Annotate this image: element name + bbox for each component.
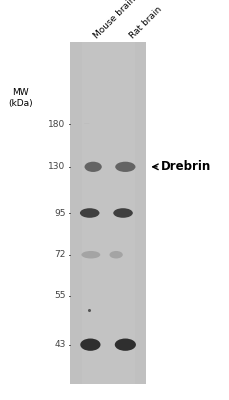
Ellipse shape <box>80 208 99 218</box>
FancyBboxPatch shape <box>81 42 134 384</box>
Text: Mouse brain: Mouse brain <box>92 0 137 40</box>
Ellipse shape <box>80 338 100 351</box>
Text: 130: 130 <box>48 162 65 171</box>
Text: 95: 95 <box>54 208 65 218</box>
Ellipse shape <box>113 208 132 218</box>
Ellipse shape <box>81 251 100 258</box>
Text: 180: 180 <box>48 120 65 128</box>
Ellipse shape <box>84 162 101 172</box>
Text: Rat brain: Rat brain <box>127 4 163 40</box>
Text: —: — <box>83 122 89 126</box>
Text: 55: 55 <box>54 291 65 300</box>
Ellipse shape <box>114 338 135 351</box>
Ellipse shape <box>109 251 122 258</box>
Ellipse shape <box>115 162 135 172</box>
Text: 43: 43 <box>54 340 65 349</box>
Text: Drebrin: Drebrin <box>160 160 210 173</box>
FancyBboxPatch shape <box>70 42 145 384</box>
Text: MW
(kDa): MW (kDa) <box>8 88 33 108</box>
Text: 72: 72 <box>54 250 65 259</box>
